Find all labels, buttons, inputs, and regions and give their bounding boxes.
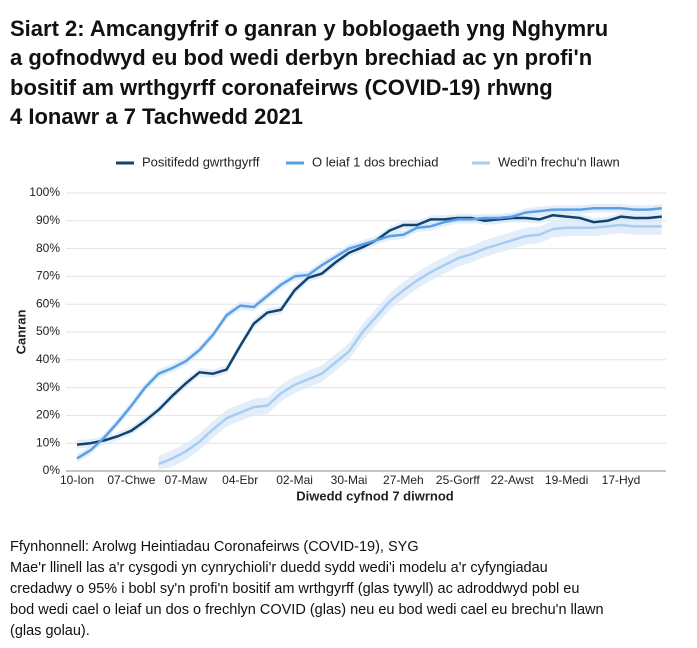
confidence-band bbox=[158, 216, 662, 470]
legend-label: Wedi'n frechu'n llawn bbox=[498, 154, 620, 169]
legend-label: O leiaf 1 dos brechiad bbox=[312, 154, 438, 169]
source: Ffynhonnell: Arolwg Heintiadau Coronafei… bbox=[10, 539, 419, 555]
x-tick-label: 19-Medi bbox=[545, 473, 588, 487]
x-tick-label: 04-Ebr bbox=[222, 473, 258, 487]
chart-title: 4 Ionawr a 7 Tachwedd 2021 bbox=[10, 104, 303, 129]
note: credadwy o 95% i bobl sy'n profi'n bosit… bbox=[10, 581, 579, 597]
y-tick-label: 30% bbox=[36, 380, 60, 394]
y-tick-label: 70% bbox=[36, 269, 60, 283]
y-tick-label: 80% bbox=[36, 241, 60, 255]
series-line bbox=[76, 213, 662, 446]
note: (glas golau). bbox=[10, 623, 90, 639]
y-tick-label: 50% bbox=[36, 324, 60, 338]
chart-title: bositif am wrthgyrff coronafeirws (COVID… bbox=[10, 75, 553, 100]
y-tick-label: 40% bbox=[36, 352, 60, 366]
x-tick-label: 07-Maw bbox=[164, 473, 207, 487]
y-axis-title: Canran bbox=[13, 310, 28, 355]
series-line bbox=[76, 207, 662, 460]
x-axis-title: Diwedd cyfnod 7 diwrnod bbox=[296, 488, 454, 503]
x-tick-label: 10-Ion bbox=[60, 473, 94, 487]
chart-title: a gofnodwyd eu bod wedi derbyn brechiad … bbox=[10, 45, 592, 70]
x-tick-label: 30-Mai bbox=[331, 473, 368, 487]
series-line bbox=[158, 223, 662, 466]
x-tick-label: 27-Meh bbox=[383, 473, 424, 487]
x-tick-label: 07-Chwe bbox=[107, 473, 155, 487]
legend-label: Positifedd gwrthgyrff bbox=[142, 154, 260, 169]
y-tick-label: 0% bbox=[43, 463, 61, 477]
x-tick-label: 17-Hyd bbox=[602, 473, 641, 487]
y-tick-label: 100% bbox=[29, 185, 60, 199]
note: bod wedi cael o leiaf un dos o frechlyn … bbox=[10, 602, 604, 618]
x-tick-label: 02-Mai bbox=[276, 473, 313, 487]
confidence-band bbox=[77, 211, 662, 449]
y-tick-label: 10% bbox=[36, 435, 60, 449]
note: Mae'r llinell las a'r cysgodi yn cynrych… bbox=[10, 560, 548, 576]
y-tick-label: 90% bbox=[36, 213, 60, 227]
x-tick-label: 25-Gorff bbox=[436, 473, 480, 487]
chart-title: Siart 2: Amcangyfrif o ganran y boblogae… bbox=[10, 16, 608, 41]
y-tick-label: 20% bbox=[36, 408, 60, 422]
y-tick-label: 60% bbox=[36, 296, 60, 310]
x-tick-label: 22-Awst bbox=[491, 473, 535, 487]
